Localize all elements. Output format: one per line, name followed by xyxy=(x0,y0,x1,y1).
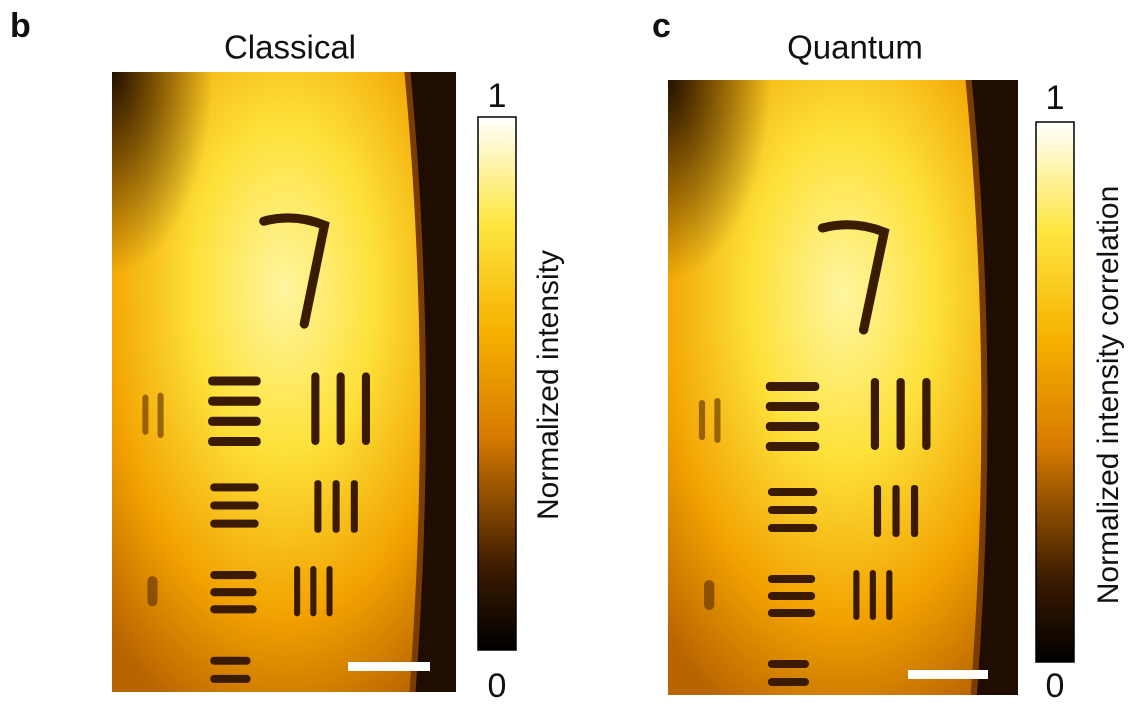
panel: c Quantum 1 0 Normalized intensity corre… xyxy=(652,7,1125,705)
colorbar-tick: 1 xyxy=(1046,79,1065,117)
colorbar-label: Normalized intensity xyxy=(532,250,565,520)
scale-bar xyxy=(348,662,430,671)
panel-title: Quantum xyxy=(787,29,923,66)
panel-letter: b xyxy=(10,7,31,45)
panel: b Classical 1 0 Normalized intensity xyxy=(10,7,565,705)
image xyxy=(668,80,1018,695)
panel-letter: c xyxy=(652,7,671,45)
panel-title: Classical xyxy=(224,29,356,66)
figure: b Classical 1 0 Normalized intensity c Q… xyxy=(0,0,1138,705)
colorbar-tick: 0 xyxy=(1046,667,1065,705)
scale-bar xyxy=(908,670,988,679)
colorbar-tick: 0 xyxy=(488,667,507,705)
image xyxy=(112,72,456,692)
page: b Classical 1 0 Normalized intensity c Q… xyxy=(0,0,1138,705)
colorbar-tick: 1 xyxy=(488,77,507,115)
colorbar-label: Normalized intensity correlation xyxy=(1092,186,1125,605)
colorbar xyxy=(478,117,516,650)
colorbar xyxy=(1036,122,1074,662)
